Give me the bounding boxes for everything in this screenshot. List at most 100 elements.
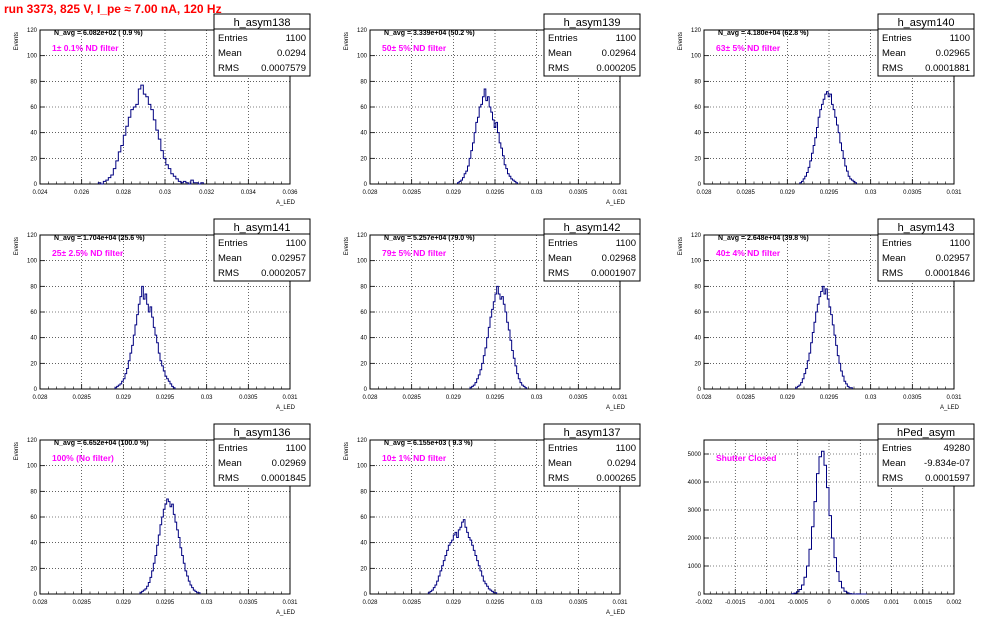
y-tick-label: 0: [698, 182, 702, 188]
y-tick-label: 20: [360, 566, 367, 572]
x-tick-label: 0.001: [884, 600, 900, 606]
stats-value: 0.0001881: [925, 63, 970, 74]
stats-box: [877, 423, 975, 487]
y-tick-label: 0: [698, 592, 702, 598]
y-tick-label: 1000: [688, 564, 702, 570]
y-tick-label: 5000: [688, 452, 702, 458]
stats-value: 0.000205: [596, 63, 636, 74]
stats-key: Mean: [218, 458, 242, 469]
y-tick-label: 2000: [688, 536, 702, 542]
stats-key: RMS: [218, 63, 239, 74]
stats-key: Mean: [882, 48, 906, 59]
y-tick-label: 0: [34, 387, 38, 393]
stats-key: Entries: [218, 238, 248, 249]
x-tick-label: 0.034: [241, 190, 257, 196]
y-tick-label: 0: [364, 182, 368, 188]
stats-key: Mean: [882, 253, 906, 264]
stats-key: RMS: [882, 268, 903, 279]
y-tick-label: 100: [27, 54, 38, 60]
y-tick-label: 80: [30, 284, 37, 290]
x-tick-label: 0.03: [531, 190, 543, 196]
x-tick-label: 0.0295: [486, 190, 505, 196]
y-tick-label: 40: [30, 131, 37, 137]
histogram-curve-h_asym140: [799, 91, 857, 184]
navg-label: N_avg = 3.339e+04 (50.2 %): [384, 30, 475, 37]
y-tick-label: 80: [360, 79, 367, 85]
navg-label: N_avg = 6.652e+04 (100.0 %): [54, 440, 149, 447]
y-tick-label: 20: [30, 361, 37, 367]
x-tick-label: 0.031: [946, 395, 962, 401]
stats-box: [877, 13, 975, 77]
y-tick-label: 20: [360, 361, 367, 367]
stats-box: [877, 218, 975, 282]
y-tick-label: 120: [691, 28, 702, 34]
histogram-curve-h_asym139: [457, 88, 518, 184]
y-tick-label: 20: [30, 566, 37, 572]
stats-histname: h_asym137: [564, 427, 621, 439]
y-tick-label: 120: [357, 28, 368, 34]
stats-value: 0.0001846: [925, 268, 970, 279]
x-tick-label: 0.0285: [402, 395, 421, 401]
stats-box: [213, 218, 311, 282]
y-tick-label: 0: [34, 592, 38, 598]
stats-value: 0.0002057: [261, 268, 306, 279]
stats-key: Entries: [882, 33, 912, 44]
stats-key: Entries: [882, 443, 912, 454]
x-tick-label: 0.029: [116, 395, 132, 401]
x-tick-label: 0.0305: [569, 600, 588, 606]
filter-label: 1± 0.1% ND filter: [52, 43, 119, 53]
stats-key: Entries: [548, 443, 578, 454]
y-tick-label: 60: [360, 515, 367, 521]
x-tick-label: 0.03: [531, 395, 543, 401]
stats-box: [543, 13, 641, 77]
y-tick-label: 40: [694, 336, 701, 342]
x-tick-label: 0.0285: [402, 600, 421, 606]
y-tick-label: 60: [694, 310, 701, 316]
x-tick-label: 0.031: [946, 190, 962, 196]
y-tick-label: 60: [30, 105, 37, 111]
stats-key: RMS: [218, 268, 239, 279]
stats-value: 0.0294: [277, 48, 306, 59]
y-tick-label: 120: [27, 438, 38, 444]
x-tick-label: 0.029: [780, 395, 796, 401]
stats-key: Mean: [218, 48, 242, 59]
y-axis-title: Events: [678, 32, 684, 50]
navg-label: N_avg = 6.082e+02 ( 0.9 %): [54, 30, 143, 37]
histogram-panel-h_asym140: 0.028 0.0285 0.029 0.0295 0.03 0.0305 0.031 0 20…: [678, 13, 975, 196]
stats-key: Entries: [882, 238, 912, 249]
x-tick-label: 0.0005: [851, 600, 870, 606]
stats-key: Mean: [882, 458, 906, 469]
x-tick-label: 0.0305: [903, 395, 922, 401]
y-tick-label: 80: [30, 79, 37, 85]
y-axis-title: Events: [14, 32, 20, 50]
x-tick-label: 0.036: [282, 190, 298, 196]
x-tick-label: 0.028: [32, 600, 48, 606]
filter-label: 25± 2.5% ND filter: [52, 248, 124, 258]
x-tick-label: 0.0285: [72, 395, 91, 401]
y-tick-label: 120: [691, 233, 702, 239]
x-tick-label: 0.024: [32, 190, 48, 196]
y-tick-label: 0: [364, 592, 368, 598]
x-tick-label: 0.03: [865, 395, 877, 401]
y-tick-label: 80: [30, 489, 37, 495]
y-tick-label: 60: [30, 310, 37, 316]
x-tick-label: 0.0015: [914, 600, 933, 606]
y-tick-label: 0: [34, 182, 38, 188]
histogram-curve-h_asym143: [795, 285, 853, 389]
y-axis-title: Events: [344, 237, 350, 255]
stats-value: 0.02965: [936, 48, 970, 59]
y-tick-label: 120: [357, 438, 368, 444]
y-tick-label: 120: [27, 28, 38, 34]
y-tick-label: 80: [694, 284, 701, 290]
stats-value: 1100: [286, 33, 306, 44]
x-tick-label: 0.0295: [156, 395, 175, 401]
x-tick-label: 0.028: [362, 395, 378, 401]
histogram-panel-h_asym141: 0.028 0.0285 0.029 0.0295 0.03 0.0305 0.031 0 20…: [14, 218, 311, 411]
navg-label: N_avg = 4.180e+04 (62.8 %): [718, 30, 809, 37]
x-tick-label: -0.0005: [788, 600, 809, 606]
y-tick-label: 0: [364, 387, 368, 393]
x-tick-label: 0.0285: [402, 190, 421, 196]
x-tick-label: 0.03: [159, 190, 171, 196]
x-axis-title: A_LED: [276, 200, 296, 206]
